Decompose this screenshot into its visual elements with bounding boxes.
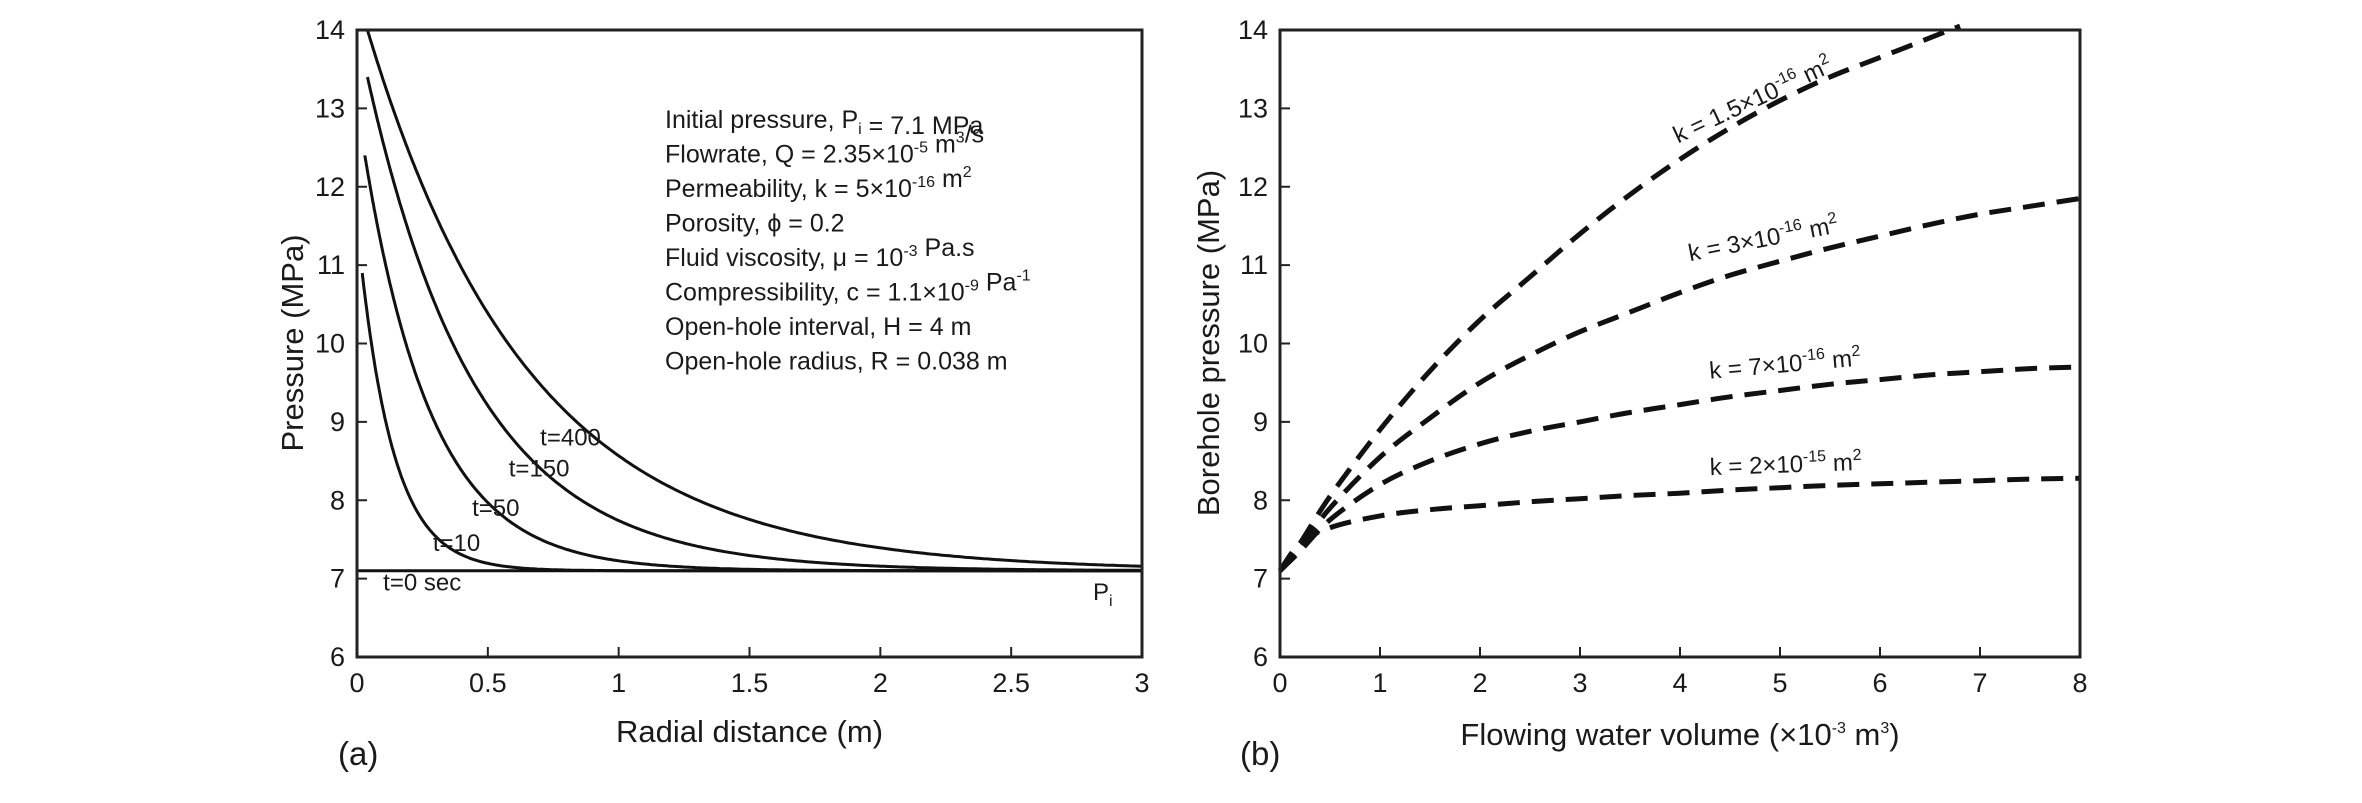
y-axis-ticks: 6 7 8 9 10 11 12 13 14: [1238, 15, 1290, 672]
panel-a-chart: 0 0.5 1 1.5 2 2.5 3 6 7 8 9 10 11 12 13 14 Radial dist…: [275, 15, 1150, 772]
x-tick-label: 8: [2072, 668, 2087, 698]
pressure-curve-t-50: [363, 155, 1142, 573]
y-tick-label: 9: [1253, 407, 1268, 437]
x-tick-label: 3: [1134, 668, 1149, 698]
x-tick-label: 3: [1572, 668, 1587, 698]
y-tick-label: 7: [1253, 564, 1268, 594]
x-tick-label: 0: [349, 668, 364, 698]
permeability-label: k = 2×10-15 m2: [1709, 447, 1862, 481]
y-tick-label: 13: [1238, 93, 1268, 123]
parameter-line: Initial pressure, Pi = 7.1 MPa: [665, 106, 983, 140]
parameter-line: Flowrate, Q = 2.35×10-5 m3/s: [665, 121, 984, 169]
x-tick-label: 1: [611, 668, 626, 698]
permeability-curve-4: [1277, 475, 2081, 573]
x-axis-ticks: 0 1 2 3 4 5 6 7 8: [1272, 647, 2088, 698]
initial-pressure-label: Pi: [1093, 579, 1113, 610]
pressure-curve-t-150: [366, 76, 1143, 572]
y-tick-label: 7: [330, 564, 345, 594]
x-tick-label: 0: [1272, 668, 1287, 698]
permeability-curve-2: [1278, 196, 2081, 573]
x-tick-label: 2: [1472, 668, 1487, 698]
x-tick-label: 6: [1872, 668, 1887, 698]
parameter-line: Open-hole interval, H = 4 m: [665, 313, 971, 341]
pressure-curve-t-400: [366, 29, 1143, 568]
x-axis-label: Flowing water volume (×10-3 m3): [1460, 717, 1899, 752]
y-tick-label: 14: [1238, 15, 1268, 45]
y-axis-ticks: 6 7 8 9 10 11 12 13 14: [315, 15, 367, 672]
permeability-curve-3: [1278, 364, 2081, 573]
x-axis-label: Radial distance (m): [616, 714, 883, 749]
y-tick-label: 12: [1238, 172, 1268, 202]
panel-label: (b): [1240, 735, 1280, 772]
y-tick-label: 8: [330, 485, 345, 515]
y-tick-label: 12: [315, 172, 345, 202]
parameter-line: Compressibility, c = 1.1×10-9 Pa-1: [665, 268, 1031, 307]
y-tick-label: 10: [315, 329, 345, 359]
pressure-curves: [357, 29, 1143, 573]
permeability-label: k = 7×10-16 m2: [1708, 343, 1862, 385]
panel-label: (a): [338, 735, 378, 772]
y-tick-label: 10: [1238, 329, 1268, 359]
curve-labels: t=0 sec t=10 t=50 t=150 t=400: [383, 424, 601, 596]
y-tick-label: 11: [317, 250, 345, 280]
y-tick-label: 14: [315, 15, 345, 45]
curve-label: t=0 sec: [383, 569, 461, 596]
parameter-annotations: Initial pressure, Pi = 7.1 MPaFlowrate, …: [665, 106, 1031, 376]
curve-label: t=150: [509, 456, 570, 483]
x-tick-label: 1: [1372, 668, 1387, 698]
y-tick-label: 13: [315, 93, 345, 123]
y-tick-label: 11: [1240, 250, 1268, 280]
borehole-pressure-curves: [1277, 23, 2081, 573]
y-tick-label: 8: [1253, 485, 1268, 515]
y-axis-label: Pressure (MPa): [275, 234, 310, 451]
permeability-label: k = 1.5×10-16 m2: [1668, 50, 1836, 149]
permeability-label: k = 3×10-16 m2: [1686, 210, 1841, 268]
permeability-curve-1: [1277, 23, 1961, 573]
parameter-line: Porosity, ϕ = 0.2: [665, 210, 845, 238]
x-tick-label: 2: [873, 668, 888, 698]
x-tick-label: 1.5: [731, 668, 769, 698]
curve-label: t=400: [540, 424, 601, 451]
x-tick-label: 4: [1672, 668, 1687, 698]
curve-label: t=50: [472, 495, 519, 522]
parameter-line: Fluid viscosity, μ = 10-3 Pa.s: [665, 234, 975, 272]
x-tick-label: 7: [1972, 668, 1987, 698]
y-tick-label: 6: [330, 642, 345, 672]
x-tick-label: 2.5: [992, 668, 1030, 698]
y-tick-label: 6: [1253, 642, 1268, 672]
x-tick-label: 0.5: [469, 668, 507, 698]
parameter-line: Open-hole radius, R = 0.038 m: [665, 348, 1008, 376]
y-axis-label: Borehole pressure (MPa): [1191, 170, 1226, 516]
y-tick-label: 9: [330, 407, 345, 437]
x-axis-ticks: 0 0.5 1 1.5 2 2.5 3: [349, 647, 1150, 698]
x-tick-label: 5: [1772, 668, 1787, 698]
parameter-line: Permeability, k = 5×10-16 m2: [665, 164, 972, 203]
curve-label: t=10: [433, 530, 480, 557]
